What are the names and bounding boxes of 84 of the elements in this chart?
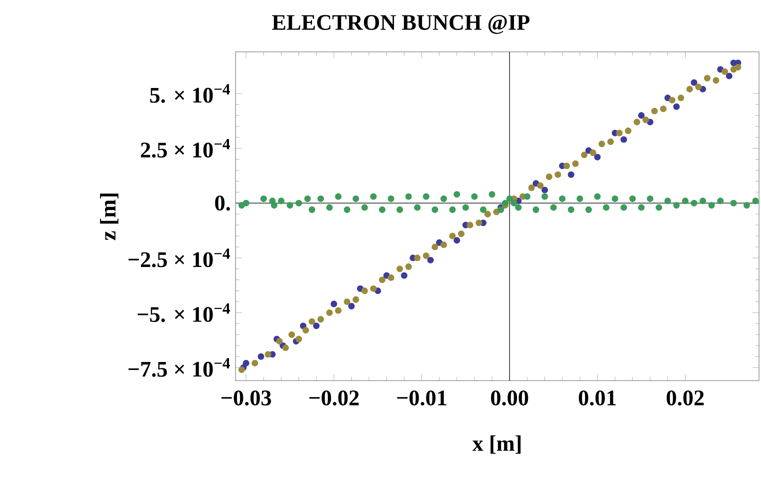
point — [712, 77, 720, 84]
point — [348, 303, 355, 310]
point — [554, 172, 562, 178]
point — [598, 140, 606, 148]
y-tick-label: −5. × 10$^{−4}$ — [138, 304, 230, 322]
x-tick-label: −0.01 — [397, 390, 446, 406]
point — [695, 84, 702, 90]
point — [326, 310, 333, 316]
point — [378, 276, 386, 284]
point — [678, 94, 684, 102]
point — [405, 264, 412, 270]
point — [276, 338, 283, 345]
point — [528, 184, 535, 192]
x-tick-label: −0.02 — [309, 390, 359, 406]
x-tick-label: 0.00 — [491, 390, 528, 406]
point — [541, 186, 548, 194]
point — [673, 104, 680, 110]
point — [668, 97, 676, 104]
point — [335, 307, 342, 314]
point — [361, 288, 368, 294]
point — [317, 316, 324, 323]
point — [726, 72, 732, 80]
point — [563, 162, 570, 170]
point — [308, 318, 316, 325]
point — [396, 266, 404, 272]
point — [537, 182, 544, 190]
y-axis-title: z [m] — [100, 194, 118, 240]
point — [449, 232, 456, 240]
point — [264, 351, 272, 358]
point — [722, 68, 728, 76]
point — [594, 154, 601, 161]
point — [370, 286, 377, 292]
point — [352, 296, 360, 304]
point — [414, 254, 421, 262]
point — [466, 222, 474, 229]
x-tick-label: 0.02 — [666, 390, 704, 406]
point — [242, 360, 250, 367]
point — [690, 80, 698, 86]
point — [427, 257, 434, 264]
point — [458, 230, 465, 238]
point — [572, 160, 579, 168]
y-tick-label: 0. — [215, 196, 230, 211]
point — [282, 344, 289, 352]
point — [440, 242, 447, 248]
point — [546, 174, 552, 180]
point — [476, 220, 482, 226]
point — [313, 322, 320, 330]
x-tick-label: −0.03 — [221, 390, 272, 406]
y-tick-label: −2.5 × 10$^{−4}$ — [128, 248, 230, 268]
point — [638, 112, 645, 119]
y-tick-label: 5. × 10$^{−4}$ — [150, 84, 230, 104]
point — [288, 332, 295, 338]
point — [388, 274, 394, 282]
point — [422, 252, 430, 260]
y-tick-label: 2.5 × 10$^{−4}$ — [140, 139, 230, 158]
point — [400, 272, 408, 279]
point — [484, 211, 491, 218]
point — [734, 64, 742, 71]
y-tick-label: −7.5 × 10$^{−4}$ — [128, 358, 230, 378]
point — [258, 354, 264, 360]
point — [330, 300, 338, 308]
point — [344, 298, 350, 306]
point — [432, 244, 438, 250]
point — [238, 366, 245, 374]
point — [686, 86, 693, 93]
chart-title: ELECTRON BUNCH @IP — [272, 15, 530, 34]
point — [454, 237, 460, 244]
point — [252, 360, 258, 367]
point — [607, 138, 614, 146]
point — [651, 108, 658, 115]
point — [296, 336, 302, 342]
point — [616, 130, 623, 136]
point — [620, 136, 628, 144]
point — [624, 128, 632, 134]
x-axis-title: x [m] — [472, 436, 521, 454]
x-tick-label: 0.01 — [578, 390, 616, 406]
point — [302, 327, 310, 334]
point — [642, 116, 649, 124]
point — [590, 150, 596, 156]
point — [580, 152, 588, 158]
point — [704, 75, 710, 82]
point — [634, 118, 640, 126]
point — [568, 172, 574, 178]
point — [660, 106, 667, 112]
